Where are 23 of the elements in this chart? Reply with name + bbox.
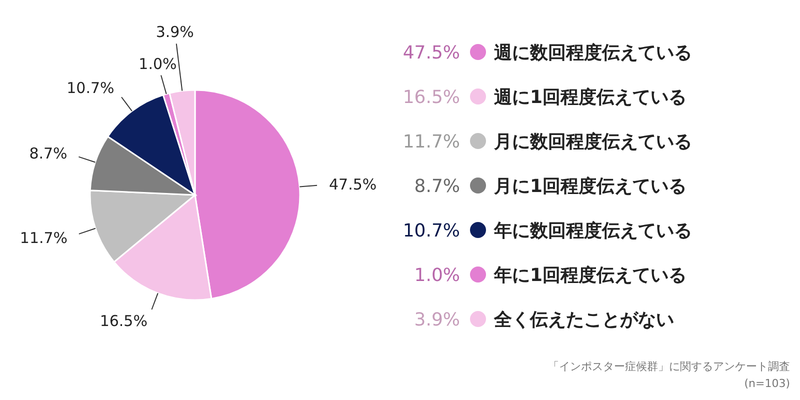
legend-label: 月に1回程度伝えている [493,176,687,197]
data-label: 3.9% [156,22,194,41]
data-label: 1.0% [138,54,177,73]
legend-label: 全く伝えたことがない [493,309,674,330]
text: 3.9% [414,309,460,330]
text: 1.0% [414,264,460,286]
legend-label: 年に数回程度伝えている [493,220,692,242]
text: 8.7% [414,176,460,197]
legend-label: 年に1回程度伝えている [493,264,687,286]
legend-label: 週に1回程度伝えている [493,86,687,108]
data-label: 16.5% [100,312,148,330]
text: (n=103) [744,377,790,390]
data-label: 8.7% [29,144,68,162]
text: 16.5% [402,86,460,108]
legend-label: 月に数回程度伝えている [493,131,692,152]
data-label: 47.5% [328,176,377,194]
data-label: 10.7% [66,78,114,97]
text: 10.7% [402,220,460,242]
text: 11.7% [402,131,460,152]
legend-label: 週に数回程度伝えている [493,42,692,64]
text: 「インポスター症候群」に関するアンケート調査 [548,360,790,373]
data-label: 11.7% [20,228,68,247]
text: 47.5% [402,42,460,64]
